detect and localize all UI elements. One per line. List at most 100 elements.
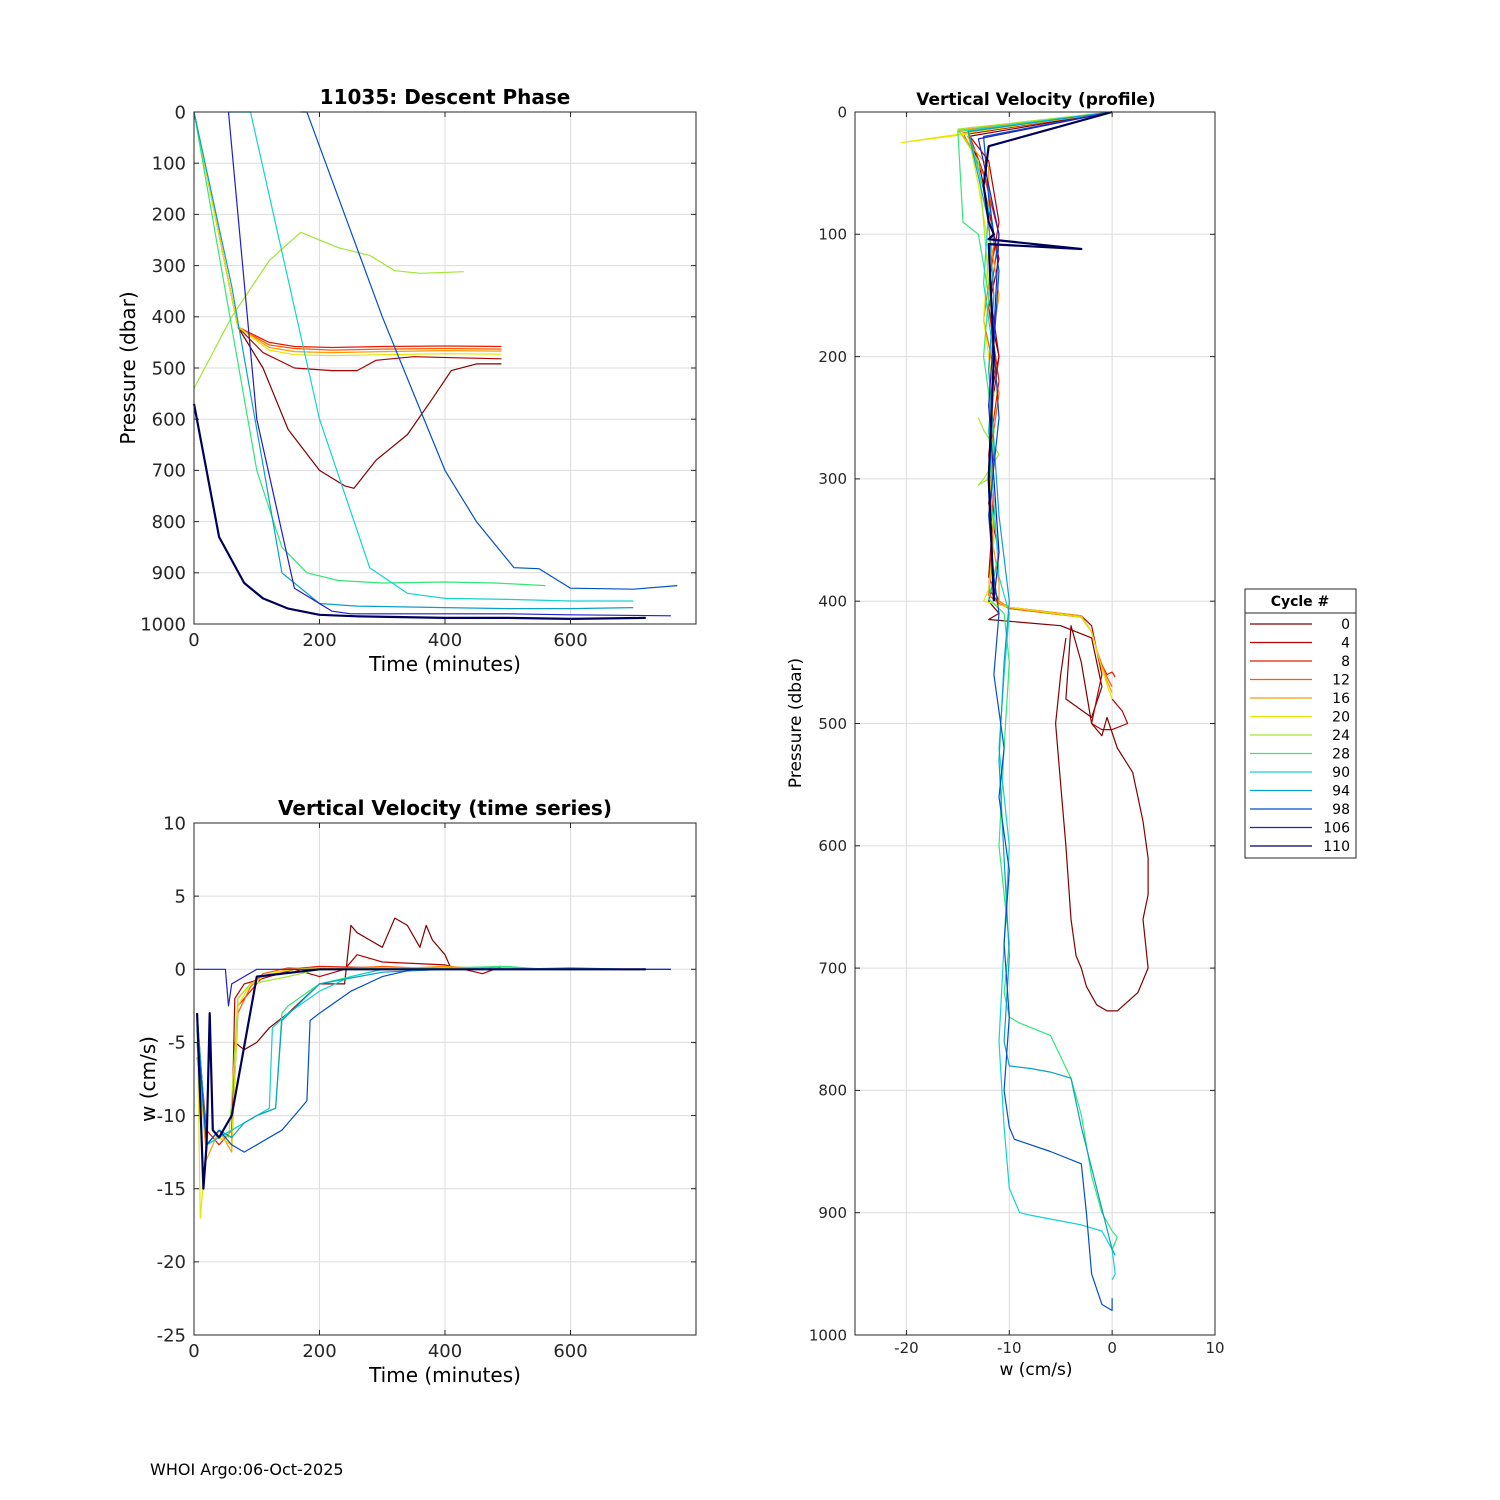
profile-xtick-label: 0 xyxy=(1107,1339,1117,1357)
legend-label-cycle-90: 90 xyxy=(1332,765,1350,781)
descent-ytick-label: 500 xyxy=(152,358,186,379)
timeseries-ticks: 0 200 400 600 10 5 0 -5 -10 -15 -20 -25 xyxy=(157,813,696,1362)
descent-series-cycle-94 xyxy=(193,111,634,610)
timeseries-ytick-label: 5 xyxy=(175,886,186,907)
profile-ytick-label: 400 xyxy=(818,592,847,610)
descent-ytick-label: 100 xyxy=(152,154,186,175)
descent-series-cycle-4 xyxy=(193,111,502,372)
descent-ticks: 0 200 400 600 0 100 200 300 400 500 600 700 800 900 10… xyxy=(140,102,696,651)
descent-series-cycle-0 xyxy=(193,111,502,489)
timeseries-grid xyxy=(193,822,696,1336)
legend-label-cycle-16: 16 xyxy=(1332,691,1350,707)
descent-series-cycle-98 xyxy=(300,111,678,590)
profile-xtick-label: -20 xyxy=(894,1339,919,1357)
timeseries-series-cycle-110 xyxy=(196,968,646,1190)
timeseries-xtick-label: 400 xyxy=(428,1341,462,1362)
velocity-profile-plot: -20 -10 0 100100200300400500600700800900100… xyxy=(786,90,1225,1380)
profile-ytick-label: 600 xyxy=(818,837,847,855)
descent-phase-plot: 0 200 400 600 0 100 200 300 400 500 600 700 800 900 10… xyxy=(116,85,697,676)
profile-ytick-label: 100 xyxy=(818,226,847,244)
legend-label-cycle-106: 106 xyxy=(1323,821,1350,837)
descent-ytick-label: 0 xyxy=(175,102,186,123)
profile-ytick-label: 300 xyxy=(818,470,847,488)
descent-title: 11035: Descent Phase xyxy=(320,85,571,109)
descent-ytick-label: 900 xyxy=(152,563,186,584)
profile-series-cycle-98 xyxy=(982,111,1113,1312)
legend-box xyxy=(1244,588,1357,859)
profile-grid xyxy=(855,111,1216,1336)
descent-series xyxy=(192,111,678,621)
legend-label-cycle-110: 110 xyxy=(1323,839,1350,855)
descent-grid xyxy=(193,111,696,625)
descent-xtick-label: 0 xyxy=(188,630,199,651)
descent-series-cycle-8 xyxy=(193,111,502,349)
profile-series xyxy=(900,110,1149,1312)
cycle-legend: Cycle # 0 4 8 12 16 20 24 28 90 94 98 106 110 xyxy=(1244,588,1357,859)
descent-ytick-label: 300 xyxy=(152,256,186,277)
descent-ytick-label: 700 xyxy=(152,461,186,482)
timeseries-ytick-label: -20 xyxy=(157,1252,186,1273)
descent-xlabel: Time (minutes) xyxy=(368,652,521,676)
velocity-timeseries-plot: 0 200 400 600 10 5 0 -5 -10 -15 -20 -25 Vertical Ve… xyxy=(136,796,697,1387)
timeseries-series-cycle-94 xyxy=(196,967,634,1146)
profile-ytick-label: 200 xyxy=(818,348,847,366)
profile-ytick-label: 1000 xyxy=(809,1326,847,1344)
timeseries-ytick-label: -5 xyxy=(168,1033,186,1054)
descent-ytick-label: 1000 xyxy=(140,614,186,635)
profile-xlabel: w (cm/s) xyxy=(999,1360,1072,1380)
profile-series-cycle-110 xyxy=(982,110,1113,602)
legend-title: Cycle # xyxy=(1271,594,1330,610)
descent-ytick-label: 200 xyxy=(152,205,186,226)
legend-label-cycle-12: 12 xyxy=(1332,673,1350,689)
timeseries-title: Vertical Velocity (time series) xyxy=(278,796,612,820)
profile-ytick-label: 900 xyxy=(818,1204,847,1222)
descent-series-cycle-110 xyxy=(192,403,646,621)
descent-ytick-label: 400 xyxy=(152,307,186,328)
descent-ytick-label: 600 xyxy=(152,410,186,431)
legend-label-cycle-20: 20 xyxy=(1332,710,1350,726)
legend-label-cycle-0: 0 xyxy=(1341,617,1350,633)
legend-entries: 0 4 8 12 16 20 24 28 90 94 98 106 110 xyxy=(1250,617,1350,855)
profile-title: Vertical Velocity (profile) xyxy=(916,90,1155,110)
timeseries-ytick-label: -25 xyxy=(157,1325,186,1346)
timeseries-ytick-label: -10 xyxy=(157,1106,186,1127)
legend-label-cycle-28: 28 xyxy=(1332,747,1350,763)
descent-series-cycle-106 xyxy=(227,111,671,617)
profile-ytick-label: 500 xyxy=(818,715,847,733)
profile-ylabel: Pressure (dbar) xyxy=(786,658,806,788)
descent-series-cycle-12 xyxy=(193,111,502,351)
descent-ylabel: Pressure (dbar) xyxy=(116,291,140,444)
legend-label-cycle-24: 24 xyxy=(1332,728,1350,744)
descent-series-cycle-20 xyxy=(193,111,502,357)
descent-xtick-label: 200 xyxy=(302,630,336,651)
timeseries-series xyxy=(196,917,671,1219)
descent-xtick-label: 600 xyxy=(553,630,587,651)
descent-series-cycle-24 xyxy=(193,231,464,389)
timeseries-series-cycle-20 xyxy=(196,967,502,1219)
timeseries-xlabel: Time (minutes) xyxy=(368,1363,521,1387)
profile-series-cycle-28 xyxy=(957,111,1118,1251)
descent-series-cycle-28 xyxy=(193,111,546,587)
timeseries-ytick-label: 10 xyxy=(163,813,186,834)
timeseries-xtick-label: 200 xyxy=(302,1341,336,1362)
profile-series-cycle-106 xyxy=(977,111,1113,602)
footer-credit: WHOI Argo:06-Oct-2025 xyxy=(150,1460,344,1479)
profile-ticks: -20 -10 0 100100200300400500600700800900100… xyxy=(809,103,1225,1357)
profile-series-cycle-20 xyxy=(900,111,1113,700)
timeseries-series-cycle-98 xyxy=(196,968,671,1153)
profile-ytick-label: 800 xyxy=(818,1082,847,1100)
descent-ytick-label: 800 xyxy=(152,512,186,533)
legend-label-cycle-98: 98 xyxy=(1332,802,1350,818)
legend-label-cycle-8: 8 xyxy=(1341,654,1350,670)
timeseries-series-cycle-90 xyxy=(196,967,634,1146)
legend-label-cycle-94: 94 xyxy=(1332,784,1350,800)
timeseries-xtick-label: 600 xyxy=(553,1341,587,1362)
timeseries-xtick-label: 0 xyxy=(188,1341,199,1362)
descent-series-cycle-90 xyxy=(228,111,634,602)
profile-xtick-label: 10 xyxy=(1205,1339,1224,1357)
timeseries-ytick-label: -15 xyxy=(157,1179,186,1200)
descent-xtick-label: 400 xyxy=(428,630,462,651)
timeseries-ylabel: w (cm/s) xyxy=(136,1036,160,1122)
profile-xtick-label: -10 xyxy=(997,1339,1022,1357)
